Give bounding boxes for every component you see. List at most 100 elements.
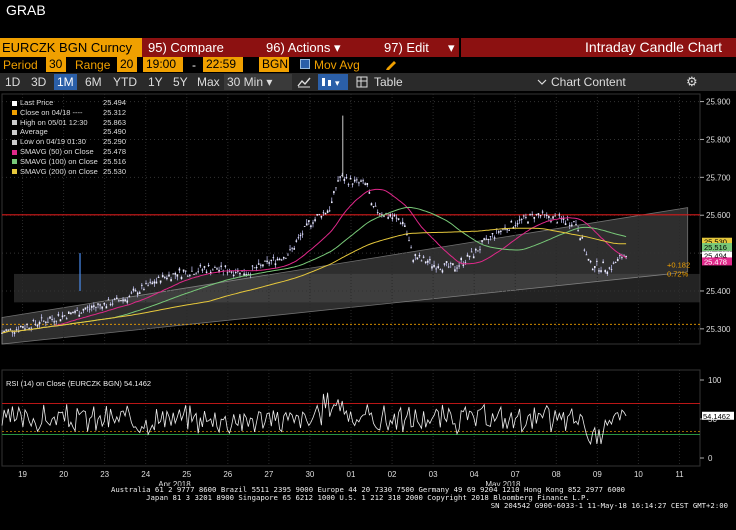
y-tick-label: 25.400 <box>706 287 731 296</box>
candle-body <box>109 304 112 306</box>
candle-body <box>93 305 95 307</box>
pencil-icon[interactable] <box>384 57 398 71</box>
edit-button[interactable]: 97) Edit <box>384 38 429 57</box>
actions-button[interactable]: 96) Actions ▾ <box>266 38 341 57</box>
candle-body <box>182 269 185 272</box>
chart-content-icon[interactable] <box>536 76 548 88</box>
chart-type-icon[interactable]: ▾ <box>318 74 348 90</box>
candle-body <box>70 312 72 315</box>
candle-body <box>587 258 590 261</box>
candle-body <box>149 281 151 283</box>
candle-body <box>134 290 137 292</box>
candle-body <box>485 238 488 240</box>
tab-1m[interactable]: 1M <box>54 74 77 90</box>
candle-body <box>57 314 60 316</box>
candle-body <box>161 275 164 278</box>
candle-body <box>99 304 101 306</box>
candle-body <box>86 306 89 308</box>
tab-3d[interactable]: 3D <box>31 75 47 89</box>
candle-body <box>414 254 417 256</box>
source-field[interactable]: BGN <box>259 57 289 72</box>
gear-icon[interactable]: ⚙ <box>686 74 698 89</box>
checkbox-icon[interactable] <box>300 59 310 69</box>
candle-body <box>464 262 467 264</box>
x-tick-label: 09 <box>593 470 602 479</box>
candle-body <box>314 219 316 222</box>
legend-value: 25.863 <box>103 117 126 127</box>
candle-body <box>487 238 490 240</box>
chevron-down-icon: ▾ <box>333 40 341 55</box>
legend-item: Average 25.490 <box>12 127 126 137</box>
candle-body <box>364 183 366 185</box>
candle-body <box>614 262 617 263</box>
candle-body <box>203 266 206 268</box>
candle-body <box>497 231 500 233</box>
candle-body <box>299 235 302 237</box>
compare-button[interactable]: 95) Compare <box>148 38 224 57</box>
tab-5y[interactable]: 5Y <box>173 75 188 89</box>
candle-body <box>67 311 70 314</box>
candle-body <box>176 274 179 277</box>
chevron-down-icon: ▾ <box>266 75 273 89</box>
interval-value: 30 Min <box>227 75 264 89</box>
divider <box>459 38 461 57</box>
candle-body <box>437 266 440 268</box>
ticker-field[interactable]: EURCZK BGN Curncy <box>0 38 142 57</box>
candle-body <box>543 214 546 216</box>
candle-body <box>126 300 129 303</box>
candle-body <box>412 260 414 262</box>
chevron-down-icon[interactable]: ▾ <box>448 40 455 55</box>
candle-body <box>468 255 471 258</box>
table-icon[interactable] <box>356 76 368 88</box>
period-field[interactable]: 30 <box>46 57 66 72</box>
time-from-field[interactable]: 19:00 <box>143 57 183 72</box>
candle-body <box>136 292 139 295</box>
candle-body <box>335 187 337 189</box>
candle-body <box>287 254 289 256</box>
tab-1d[interactable]: 1D <box>5 75 21 89</box>
x-tick-label: 26 <box>223 470 232 479</box>
candle-body <box>429 259 431 261</box>
candle-body <box>199 265 202 267</box>
candle-body <box>562 217 565 220</box>
tab-6m[interactable]: 6M <box>85 75 102 89</box>
chart-content-button[interactable]: Chart Content <box>551 75 626 89</box>
candle-body <box>326 210 329 213</box>
legend-label: High on 05/01 12:30 <box>20 117 88 127</box>
candle-body <box>376 212 379 214</box>
legend-label: Last Price <box>20 98 54 107</box>
candle-body <box>285 257 287 259</box>
range-field[interactable]: 20 <box>117 57 137 72</box>
candle-body <box>95 306 97 308</box>
candle-body <box>232 274 235 276</box>
line-chart-icon[interactable] <box>296 75 312 89</box>
candle-body <box>564 223 567 226</box>
legend-value: 25.530 <box>103 166 126 176</box>
candle-body <box>387 217 389 219</box>
candle-body <box>491 232 494 235</box>
candle-body <box>34 323 37 325</box>
y-tick-label: 25.300 <box>706 325 731 334</box>
range-label: Range <box>75 58 111 72</box>
settings-row: Period 30 Range 20 19:00 - 22:59 BGN Mov… <box>0 57 736 73</box>
tab-max[interactable]: Max <box>197 75 220 89</box>
candle-body <box>15 329 18 331</box>
candle-body <box>22 326 24 329</box>
candle-body <box>358 182 360 184</box>
x-tick-label: 08 <box>552 470 561 479</box>
candle-body <box>264 260 266 262</box>
candle-body <box>289 249 291 251</box>
candle-body <box>435 268 437 270</box>
time-to-field[interactable]: 22:59 <box>203 57 243 72</box>
candle-body <box>330 201 333 204</box>
candle-body <box>520 219 523 220</box>
compare-num: 95) <box>148 40 167 55</box>
interval-select[interactable]: 30 Min ▾ <box>224 74 292 90</box>
rsi-value-box <box>702 411 734 420</box>
table-button[interactable]: Table <box>374 75 403 89</box>
tab-ytd[interactable]: YTD <box>113 75 137 89</box>
candle-body <box>395 217 398 219</box>
candle-body <box>276 258 279 261</box>
candle-body <box>141 284 143 286</box>
tab-1y[interactable]: 1Y <box>148 75 163 89</box>
